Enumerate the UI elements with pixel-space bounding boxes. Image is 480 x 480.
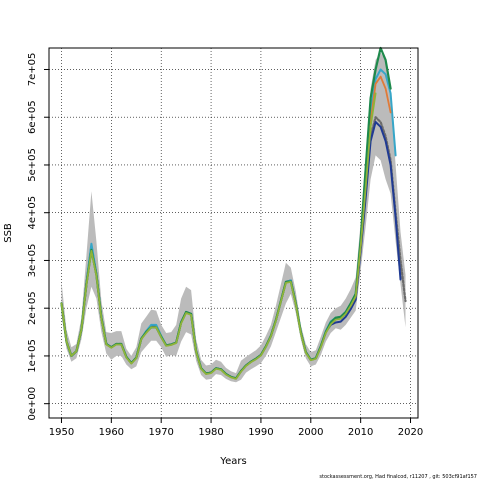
series-line-6 bbox=[60, 92, 377, 380]
y-tick-label: 6e+05 bbox=[27, 100, 38, 134]
confidence-band-area bbox=[61, 52, 406, 383]
footer-credit: stockassessment.org, Had finalcod, r1120… bbox=[319, 474, 477, 480]
x-tick-label: 1950 bbox=[49, 427, 74, 438]
x-tick-label: 2010 bbox=[348, 427, 373, 438]
x-axis: 1950 1960 1970 1980 1990 2000 2010 2020 bbox=[49, 418, 423, 438]
series-line-3 bbox=[60, 68, 397, 380]
x-axis-title: Years bbox=[219, 456, 246, 467]
y-tick-label: 1e+05 bbox=[27, 339, 38, 373]
x-tick-label: 1980 bbox=[198, 427, 223, 438]
y-tick-label: 5e+05 bbox=[27, 148, 38, 182]
y-axis-title: SSB bbox=[3, 223, 14, 243]
confidence-band bbox=[61, 52, 406, 383]
series-lines bbox=[60, 46, 407, 380]
y-tick-label: 2e+05 bbox=[27, 291, 38, 325]
x-tick-label: 2020 bbox=[398, 427, 423, 438]
y-axis: 0e+00 1e+05 2e+05 3e+05 4e+05 5e+05 6e+05 7e+05 bbox=[27, 53, 49, 421]
y-tick-label: 7e+05 bbox=[27, 53, 38, 87]
x-tick-label: 2000 bbox=[298, 427, 323, 438]
plot-frame bbox=[48, 47, 419, 419]
y-tick-label: 4e+05 bbox=[27, 196, 38, 230]
x-tick-label: 1970 bbox=[148, 427, 173, 438]
x-tick-label: 1990 bbox=[248, 427, 273, 438]
y-tick-label: 0e+00 bbox=[27, 387, 38, 421]
y-tick-label: 3e+05 bbox=[27, 244, 38, 278]
x-tick-label: 1960 bbox=[99, 427, 124, 438]
